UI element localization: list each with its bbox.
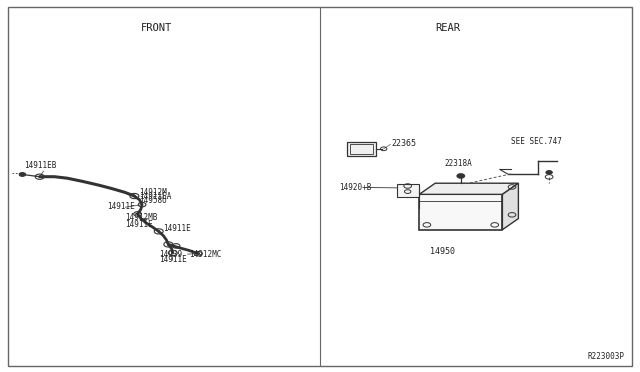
Text: 22365: 22365: [392, 139, 417, 148]
Circle shape: [457, 174, 465, 178]
Bar: [347, 142, 376, 156]
Bar: [397, 184, 419, 197]
Text: 14912MB: 14912MB: [125, 213, 158, 222]
Text: 14911E: 14911E: [125, 220, 153, 229]
Text: 14920+B: 14920+B: [339, 183, 372, 192]
Text: 14950: 14950: [430, 247, 456, 256]
Text: 14912M: 14912M: [140, 187, 167, 196]
Text: SEE SEC.747: SEE SEC.747: [511, 137, 561, 146]
Text: 14958U: 14958U: [140, 196, 167, 205]
Text: REAR: REAR: [435, 23, 461, 33]
Text: 22318A: 22318A: [444, 158, 472, 167]
Bar: [419, 194, 502, 230]
Text: FRONT: FRONT: [141, 23, 172, 33]
Circle shape: [546, 170, 552, 174]
Polygon shape: [419, 183, 518, 195]
Text: 14912MC: 14912MC: [189, 250, 221, 259]
Bar: [349, 144, 374, 154]
Text: 14911E: 14911E: [108, 202, 135, 211]
Polygon shape: [502, 183, 518, 230]
Text: 14911EA: 14911EA: [140, 192, 172, 201]
Text: 14911E: 14911E: [159, 255, 186, 264]
Text: R223003P: R223003P: [587, 352, 624, 361]
Text: 14911E: 14911E: [163, 224, 191, 232]
Circle shape: [19, 173, 26, 176]
Text: 14939: 14939: [159, 250, 182, 259]
Text: 14911EB: 14911EB: [24, 161, 57, 170]
